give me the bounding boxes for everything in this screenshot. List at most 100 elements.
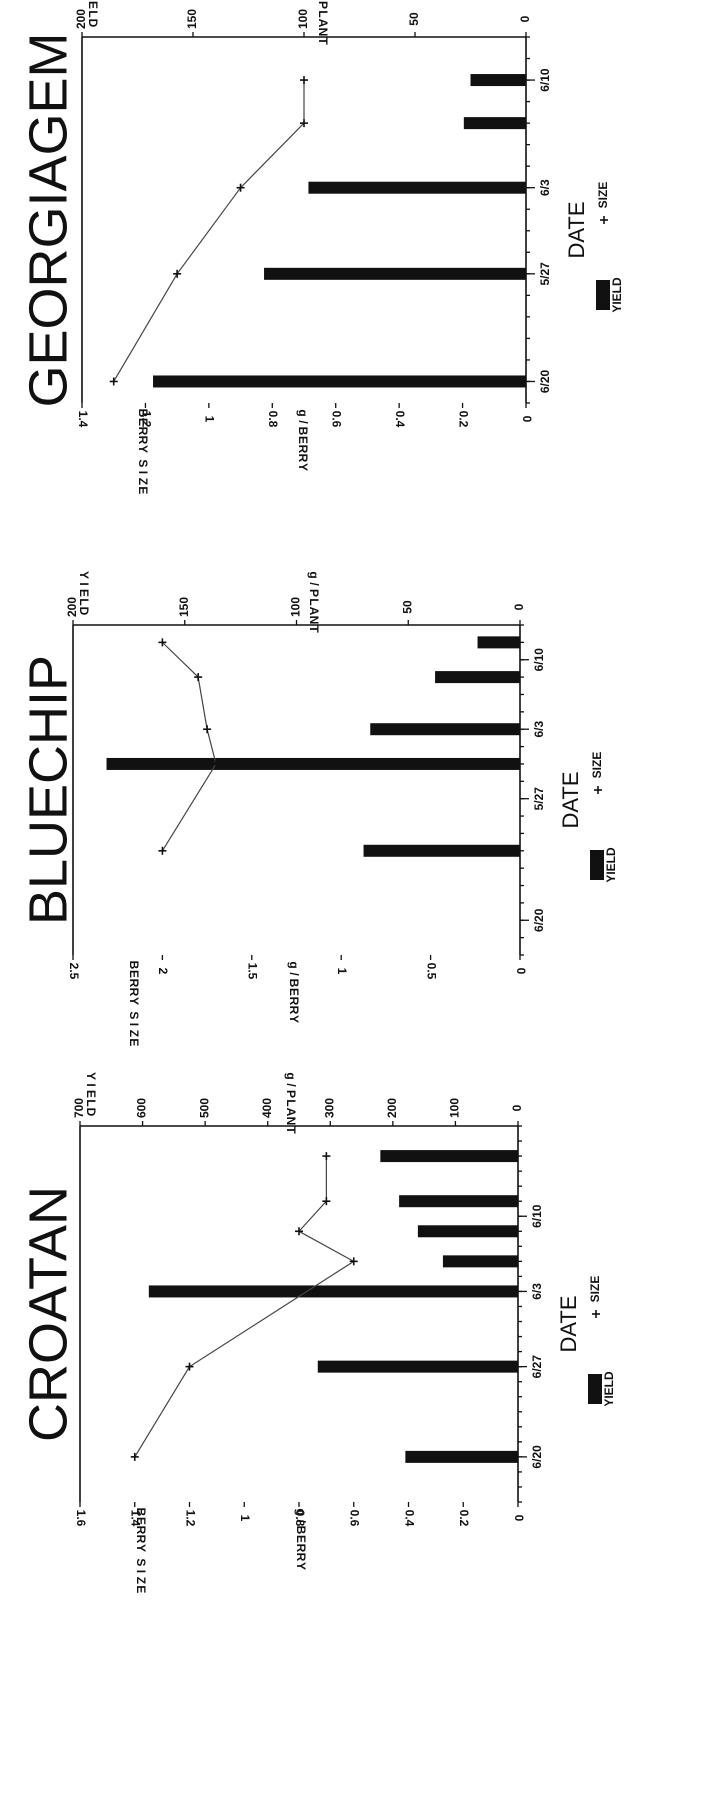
legend: YIELD SIZE [590,752,618,883]
size-tick-label: 0.6 [330,411,344,428]
size-series-line [134,1156,355,1458]
svg-text:L: L [284,1099,298,1106]
svg-text:E: E [77,589,91,597]
svg-text:E: E [127,1038,141,1046]
size-point [295,1227,303,1236]
svg-text:B: B [287,979,301,988]
size-tick-label: 1.6 [74,1510,88,1527]
svg-text:N: N [284,1117,298,1126]
date-tick-label: 6/20 [532,908,546,932]
size-tick-label: 0.6 [348,1510,362,1527]
svg-text:T: T [316,37,330,45]
size-point [300,76,308,85]
svg-text:/: / [294,1519,308,1523]
size-point [158,846,167,855]
yield-tick-label: 200 [385,1098,399,1118]
svg-text:R: R [296,454,310,463]
svg-text:/: / [287,972,301,976]
yield-bar [399,1195,518,1208]
yield-bar [153,375,527,388]
svg-text:P: P [316,1,330,9]
svg-text:D: D [84,1108,98,1117]
size-series-line [113,80,305,382]
yield-tick-label: 0 [512,603,526,610]
date-tick-label: 6/20 [538,369,552,393]
size-tick-label: 0.2 [457,1510,471,1527]
svg-text:P: P [284,1090,298,1098]
size-tick-label: 2.5 [67,963,81,980]
date-tick-label: 6/3 [530,1283,544,1300]
legend-yield-swatch [596,280,610,310]
svg-text:A: A [307,607,321,616]
yield-tick-label: 200 [74,9,88,29]
legend-yield-label: YIELD [610,277,624,313]
yield-tick-label: 700 [72,1098,86,1118]
svg-text:I: I [84,1083,98,1086]
yield-bar [417,1225,518,1238]
yield-tick-label: 600 [135,1098,149,1118]
size-tick-label: 1 [203,416,217,423]
yield-bar [470,74,526,87]
yield-tick-label: 400 [260,1098,274,1118]
yield-bar [148,1285,519,1298]
svg-text:R: R [287,1006,301,1015]
size-tick-label: 2 [156,968,170,975]
date-tick-label: 6/3 [532,721,546,738]
svg-text:R: R [127,979,141,988]
size-tick-label: 0 [514,968,528,975]
svg-text:Z: Z [127,1030,141,1037]
legend-yield-label: YIELD [604,847,618,883]
size-tick-label: 1.4 [129,1510,143,1527]
size-tick-label: 0.4 [393,411,407,428]
yield-axis-label-yield: YI ELD [84,1072,98,1117]
svg-text:B: B [127,961,141,970]
svg-text:R: R [136,436,150,445]
svg-text:/: / [307,582,321,586]
legend-yield-swatch [588,1374,602,1404]
size-tick-label: 0.5 [424,963,438,980]
svg-text:g: g [294,1508,308,1515]
svg-text:S: S [134,1558,148,1566]
svg-text:E: E [136,418,150,426]
size-point [300,119,308,128]
yield-tick-label: 150 [177,597,191,617]
svg-text:g: g [284,1072,298,1079]
size-point [158,638,167,647]
svg-text:R: R [136,427,150,436]
size-tick-label: 0.2 [456,411,470,428]
svg-text:N: N [307,616,321,625]
yield-bar [317,1360,518,1373]
size-tick-label: 0 [520,416,534,423]
yield-tick-label: 0 [510,1104,524,1111]
size-tick-label: 0 [512,1515,526,1522]
legend-yield-label: YIELD [602,1371,616,1407]
svg-text:R: R [134,1526,148,1535]
yield-tick-label: 500 [197,1098,211,1118]
svg-text:E: E [136,486,150,494]
yield-bar [308,181,526,194]
svg-text:I: I [77,582,91,585]
svg-text:E: E [84,1090,98,1098]
size-point [322,1197,331,1206]
svg-text:Z: Z [134,1577,148,1584]
yield-tick-label: 100 [289,597,303,617]
size-point [236,183,245,192]
x-axis-title: DATE [564,201,589,258]
date-tick-label: 6/10 [532,648,546,672]
yield-bar [435,671,520,684]
svg-text:Y: Y [136,445,150,453]
svg-text:A: A [316,19,330,28]
svg-text:S: S [136,459,150,467]
svg-text:T: T [284,1126,298,1134]
size-point [130,1452,139,1461]
size-tick-label: 1 [238,1515,252,1522]
svg-text:Y: Y [294,1562,308,1570]
svg-text:B: B [134,1508,148,1517]
svg-text:R: R [294,1553,308,1562]
chart-bluechip: BLUECHIP 0 50 100 150 200 0 0.5 1 1.5 2 2.5 6/20 5/27… [18,571,618,1046]
